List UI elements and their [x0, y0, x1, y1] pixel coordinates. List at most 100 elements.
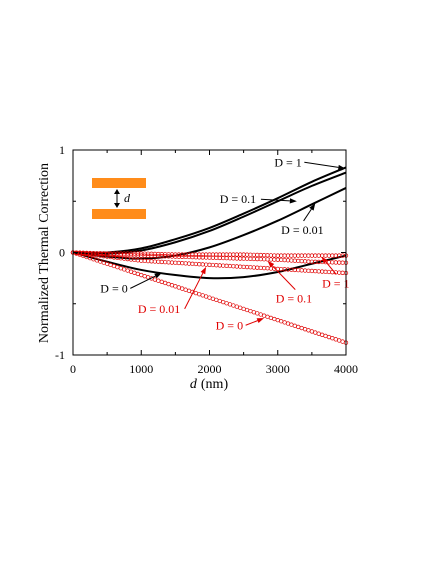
data-point [186, 254, 192, 260]
data-point [122, 267, 127, 272]
data-point [289, 322, 294, 327]
annotation-arrow [260, 198, 290, 202]
data-point [238, 305, 243, 310]
data-point [244, 256, 250, 261]
data-point [166, 281, 171, 287]
annotation-arrowhead [338, 164, 346, 170]
data-point [197, 262, 202, 267]
annotation-black: D = 0 [100, 273, 162, 295]
data-point [306, 259, 311, 264]
data-point [238, 252, 243, 257]
data-point [292, 258, 297, 263]
data-point [220, 263, 226, 268]
data-point [203, 262, 209, 267]
data-point [330, 260, 335, 265]
data-point [285, 321, 291, 326]
annotation-arrowhead [267, 260, 275, 268]
data-point [296, 267, 301, 273]
annotation-red: D = 0.1 [267, 260, 312, 306]
data-point [296, 258, 301, 264]
data-point [279, 257, 284, 263]
annotation-label: D = 0.01 [138, 302, 180, 316]
data-point [309, 268, 315, 274]
data-point [183, 261, 188, 266]
data-point [272, 253, 277, 258]
annotation-black: D = 1 [274, 155, 346, 170]
data-point [241, 256, 246, 261]
annotation-arrow [272, 265, 296, 290]
data-point [265, 314, 270, 319]
data-point [190, 261, 195, 266]
data-point [292, 323, 297, 328]
data-point [292, 253, 297, 258]
data-point [159, 279, 164, 284]
data-point [227, 302, 233, 307]
data-point [231, 264, 236, 269]
data-point [326, 334, 332, 340]
data-point [251, 265, 257, 270]
x-axis-variable: d [190, 377, 198, 392]
data-point [282, 257, 287, 263]
data-point [258, 265, 263, 271]
data-point [275, 257, 280, 262]
annotation-red: D = 0.01 [138, 266, 207, 316]
data-point [268, 266, 274, 271]
data-point [261, 253, 267, 258]
annotation-arrow [303, 208, 312, 222]
annotation-label: D = 0 [216, 318, 243, 332]
data-point [173, 284, 178, 289]
data-point [255, 311, 260, 316]
y-tick-label: 0 [59, 246, 65, 260]
data-point [258, 252, 263, 258]
annotation-arrow [130, 275, 156, 289]
data-point [268, 257, 274, 262]
data-point [337, 270, 342, 275]
data-point [139, 272, 144, 278]
data-point [162, 280, 168, 286]
data-point [142, 258, 147, 264]
data-point [302, 259, 308, 264]
data-point [309, 329, 315, 334]
data-point [224, 263, 229, 268]
annotation-label: D = 0 [100, 281, 127, 295]
data-point [108, 262, 113, 268]
data-point [193, 255, 199, 260]
separation-label: d [124, 191, 131, 205]
plot-marks [70, 166, 349, 345]
data-point [180, 286, 185, 291]
data-point [268, 315, 274, 321]
annotation-arrowhead [309, 203, 316, 211]
annotation-arrow [245, 320, 258, 326]
data-point [296, 324, 301, 330]
data-point [125, 268, 130, 273]
data-point [217, 298, 222, 304]
upper-plate [92, 178, 146, 188]
data-point [231, 252, 236, 257]
data-point [261, 313, 267, 318]
data-point [180, 261, 185, 266]
data-point [231, 256, 236, 261]
data-point [220, 299, 226, 305]
annotation-label: D = 1 [274, 155, 301, 169]
data-point [234, 304, 239, 309]
x-tick-label: 1000 [129, 362, 153, 376]
data-point [272, 257, 277, 262]
data-point [156, 278, 161, 283]
data-point [265, 257, 270, 262]
annotation-arrow [304, 161, 339, 168]
data-point [244, 264, 250, 270]
annotation-arrowhead [256, 318, 265, 324]
lower-plate [92, 209, 146, 219]
data-point [340, 270, 345, 275]
data-point [145, 258, 151, 264]
annotation-arrowhead [200, 266, 207, 275]
data-point [217, 263, 222, 268]
separation-arrowhead-down [114, 203, 120, 208]
data-point [207, 295, 212, 300]
data-point [176, 285, 181, 290]
data-point [333, 253, 338, 258]
data-point [261, 257, 267, 262]
annotation-label: D = 0.1 [220, 192, 256, 206]
data-point [111, 263, 117, 269]
data-point [142, 274, 147, 279]
